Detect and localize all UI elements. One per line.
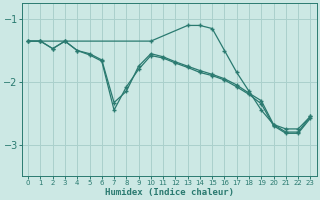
X-axis label: Humidex (Indice chaleur): Humidex (Indice chaleur) (105, 188, 234, 197)
